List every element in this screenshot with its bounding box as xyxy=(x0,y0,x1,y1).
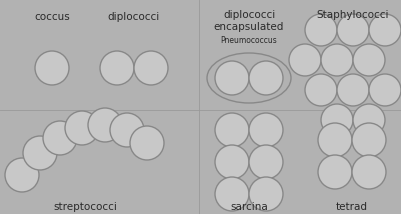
Text: diplococci: diplococci xyxy=(107,12,160,22)
Circle shape xyxy=(100,51,134,85)
Circle shape xyxy=(43,121,77,155)
Circle shape xyxy=(23,136,57,170)
Circle shape xyxy=(336,74,368,106)
Circle shape xyxy=(304,14,336,46)
Circle shape xyxy=(304,74,336,106)
Circle shape xyxy=(35,51,69,85)
Circle shape xyxy=(368,74,400,106)
Circle shape xyxy=(88,108,122,142)
Circle shape xyxy=(130,126,164,160)
Text: Staphylococci: Staphylococci xyxy=(316,10,388,20)
Circle shape xyxy=(351,123,385,157)
Circle shape xyxy=(336,14,368,46)
Circle shape xyxy=(248,177,282,211)
Text: coccus: coccus xyxy=(34,12,70,22)
Text: streptococci: streptococci xyxy=(53,202,117,212)
Circle shape xyxy=(134,51,168,85)
Circle shape xyxy=(248,145,282,179)
Circle shape xyxy=(110,113,144,147)
Circle shape xyxy=(215,145,248,179)
Circle shape xyxy=(352,104,384,136)
Text: encapsulated: encapsulated xyxy=(213,22,284,32)
Circle shape xyxy=(5,158,39,192)
Circle shape xyxy=(317,123,351,157)
Circle shape xyxy=(215,113,248,147)
Circle shape xyxy=(65,111,99,145)
Circle shape xyxy=(351,155,385,189)
Text: tetrad: tetrad xyxy=(335,202,367,212)
Circle shape xyxy=(352,44,384,76)
Circle shape xyxy=(320,104,352,136)
Text: diplococci: diplococci xyxy=(222,10,274,20)
Text: sarcina: sarcina xyxy=(229,202,267,212)
Circle shape xyxy=(288,44,320,76)
Circle shape xyxy=(248,113,282,147)
Circle shape xyxy=(215,61,248,95)
Circle shape xyxy=(215,177,248,211)
Circle shape xyxy=(317,155,351,189)
Circle shape xyxy=(248,61,282,95)
Circle shape xyxy=(320,44,352,76)
Circle shape xyxy=(368,14,400,46)
Text: Pneumococcus: Pneumococcus xyxy=(220,36,277,45)
